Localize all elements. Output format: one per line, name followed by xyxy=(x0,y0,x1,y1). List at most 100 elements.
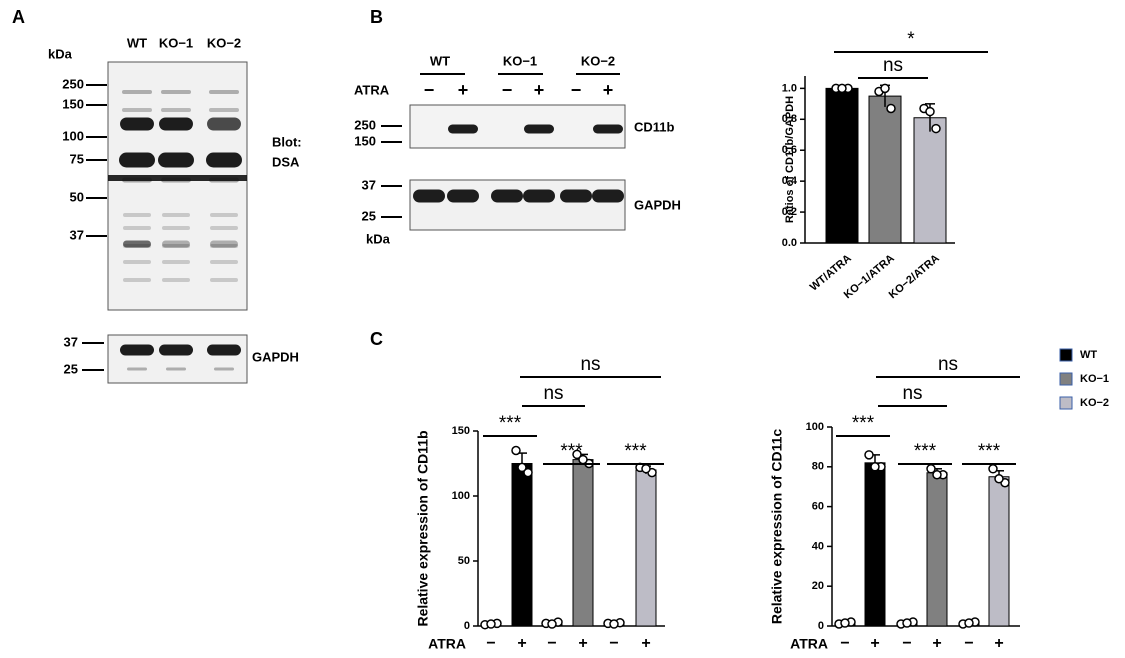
blot-label: DSA xyxy=(272,154,300,169)
marker-label: 37 xyxy=(362,177,376,192)
blot-band xyxy=(447,189,479,203)
lane-label: KO−2 xyxy=(581,53,615,68)
bar xyxy=(988,476,1010,627)
blot-band xyxy=(162,278,190,282)
blot xyxy=(409,179,626,231)
blot-band xyxy=(123,226,151,230)
data-point xyxy=(870,462,880,472)
data-point xyxy=(572,449,582,460)
blot-band xyxy=(413,189,445,203)
y-tick-label: 40 xyxy=(812,540,824,552)
treatment-label: ATRA xyxy=(354,82,390,97)
bar xyxy=(825,87,859,244)
legend-label: KO−2 xyxy=(1080,397,1109,409)
blot-band xyxy=(122,90,152,94)
treatment-sign: − xyxy=(502,80,513,100)
bar xyxy=(926,472,948,627)
marker-label: 37 xyxy=(70,227,84,242)
bar xyxy=(635,469,657,627)
significance-label: ns xyxy=(883,55,903,76)
blot-band xyxy=(123,260,151,264)
lane-label: KO−1 xyxy=(159,35,193,50)
data-point xyxy=(925,106,935,117)
x-tick-label: + xyxy=(517,635,526,652)
blot-band xyxy=(161,108,191,112)
y-tick-label: 0.0 xyxy=(782,237,797,249)
legend-label: KO−1 xyxy=(1080,373,1109,385)
y-tick-label: 0 xyxy=(464,620,470,632)
treatment-sign: + xyxy=(534,80,545,100)
data-point xyxy=(864,450,874,460)
blot-band xyxy=(206,152,242,168)
data-point xyxy=(964,618,974,628)
blot-band xyxy=(207,117,241,131)
bar xyxy=(868,95,902,244)
blot-label: CD11b xyxy=(634,119,675,134)
data-point xyxy=(547,619,557,629)
data-point xyxy=(837,83,847,94)
blot-band xyxy=(210,226,238,230)
panel-label: A xyxy=(12,7,25,27)
x-axis-label: ATRA xyxy=(790,636,828,652)
treatment-sign: − xyxy=(571,80,582,100)
blot-band xyxy=(210,213,238,217)
lane-label: WT xyxy=(127,35,147,50)
x-tick-label: − xyxy=(547,635,556,652)
data-point xyxy=(880,83,890,94)
blot-band xyxy=(161,90,191,94)
legend-swatch xyxy=(1059,372,1073,386)
y-tick-label: 20 xyxy=(812,580,824,592)
marker-label: 250 xyxy=(354,117,376,132)
panel-label: B xyxy=(370,7,383,27)
significance-label: *** xyxy=(978,441,1001,462)
x-tick-label: − xyxy=(964,635,973,652)
marker-label: 150 xyxy=(62,96,84,111)
x-tick-label: − xyxy=(609,635,618,652)
y-axis-label: Relative expression of CD11c xyxy=(769,429,785,625)
x-tick-label: + xyxy=(578,635,587,652)
blot-band xyxy=(491,189,523,203)
blot-band xyxy=(209,90,239,94)
blot xyxy=(107,61,248,311)
x-tick-label: − xyxy=(486,635,495,652)
data-point xyxy=(609,619,619,629)
data-point xyxy=(517,462,527,473)
blot-band xyxy=(159,117,193,131)
x-axis-label: ATRA xyxy=(428,636,466,652)
blot-band xyxy=(123,278,151,282)
blot-band xyxy=(209,108,239,112)
lane-label: WT xyxy=(430,53,450,68)
marker-label: 25 xyxy=(362,208,376,223)
blot-band xyxy=(123,240,151,248)
x-tick-label: + xyxy=(994,635,1003,652)
data-point xyxy=(840,618,850,628)
y-tick-label: 80 xyxy=(812,461,824,473)
bar xyxy=(572,459,594,627)
y-tick-label: 50 xyxy=(458,555,470,567)
marker-label: 50 xyxy=(70,189,84,204)
blot-band xyxy=(560,189,592,203)
significance-label: ns xyxy=(580,354,600,375)
data-point xyxy=(641,463,651,474)
x-tick-label: − xyxy=(902,635,911,652)
x-tick-label: + xyxy=(641,635,650,652)
data-point xyxy=(988,464,998,474)
blot-label: GAPDH xyxy=(634,197,681,212)
significance-label: ns xyxy=(543,383,563,404)
x-tick-label: − xyxy=(840,635,849,652)
unit-label: kDa xyxy=(48,46,73,61)
panel-label: C xyxy=(370,329,383,349)
blot-band xyxy=(120,344,154,356)
y-tick-label: 150 xyxy=(452,425,470,437)
significance-label: *** xyxy=(852,413,875,434)
blot-band xyxy=(119,152,155,168)
blot-band xyxy=(210,240,238,248)
y-axis-label: Relative expression of CD11b xyxy=(415,430,431,626)
significance-label: *** xyxy=(914,441,937,462)
significance-label: ns xyxy=(938,354,958,375)
blot xyxy=(409,104,626,149)
lane-label: KO−1 xyxy=(503,53,537,68)
blot-band xyxy=(214,367,234,371)
blot-band xyxy=(127,367,147,371)
